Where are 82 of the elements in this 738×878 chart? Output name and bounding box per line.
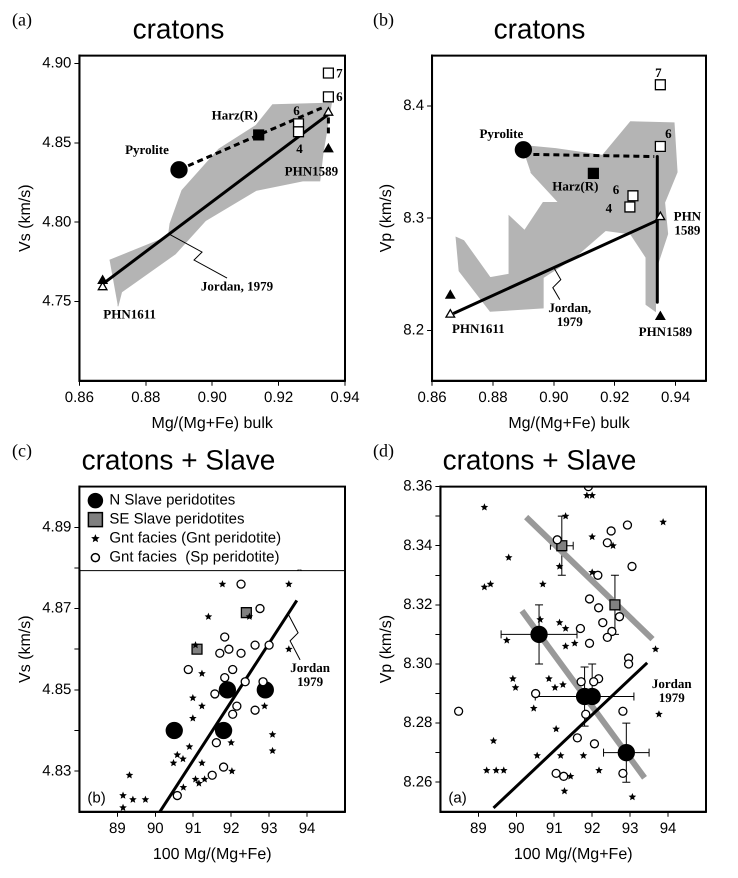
annotation: 6 (336, 89, 344, 104)
x-tick-label: 89 (470, 820, 487, 837)
y-axis-title: Vp (km/s) (378, 184, 396, 252)
x-tick-label: 91 (546, 820, 563, 837)
legend-label: Gnt facies (Sp peridotite) (109, 548, 280, 566)
y-axis-title: Vp (km/s) (378, 614, 396, 684)
annotation: Pyrolite (479, 126, 524, 142)
y-tick-label: 4.85 (42, 134, 72, 151)
chart-title: cratons + Slave (82, 444, 276, 476)
y-tick-label: 4.87 (42, 600, 72, 617)
x-tick-label: 0.90 (198, 388, 227, 406)
x-tick-label: 93 (622, 820, 638, 837)
annotation: (a) (448, 789, 467, 806)
annotation: PHN1611 (103, 306, 156, 322)
y-tick-label: 8.26 (403, 773, 432, 790)
x-tick-label: 0.90 (539, 388, 568, 406)
y-tick-label: 4.89 (42, 518, 72, 536)
x-axis-title: Mg/(Mg+Fe) bulk (152, 414, 274, 432)
x-axis-title: 100 Mg/(Mg+Fe) (514, 846, 633, 863)
annotation: Harz(R) (212, 107, 258, 122)
annotation: Jordan, 1979 (548, 300, 592, 330)
x-tick-label: 94 (660, 820, 676, 837)
chart-title: cratons (494, 14, 586, 45)
annotation: Harz(R) (552, 178, 598, 194)
y-tick-label: 8.30 (403, 655, 432, 672)
annotation: Pyrolite (125, 142, 170, 158)
x-tick-label: 0.86 (417, 388, 447, 406)
annotation: 6 (665, 126, 672, 141)
text: (a) (12, 10, 32, 30)
y-tick-label: 8.34 (403, 536, 432, 554)
annotation: 4 (296, 141, 304, 156)
annotation: 4 (606, 200, 613, 216)
text: (b) (373, 10, 394, 30)
y-tick-label: 8.3 (403, 209, 424, 226)
y-tick-label: 8.28 (403, 714, 432, 732)
y-tick-label: 4.80 (42, 213, 72, 230)
chart-title: cratons (132, 14, 224, 45)
annotation: PHN 1589 (674, 208, 702, 238)
annotation: PHN1611 (452, 321, 505, 336)
y-axis-title: Vs (km/s) (17, 184, 34, 252)
y-tick-label: 4.90 (42, 54, 72, 72)
annotation: PHN1589 (638, 324, 693, 340)
annotation: Jordan 1979 (652, 676, 692, 706)
x-tick-label: 94 (298, 820, 316, 837)
y-tick-label: 8.32 (403, 596, 432, 613)
y-tick-label: 4.75 (42, 292, 72, 310)
x-tick-label: 90 (146, 820, 164, 837)
annotation: Jordan, 1979 (200, 278, 274, 294)
text: (d) (373, 440, 394, 461)
x-axis-title: 100 Mg/(Mg+Fe) (152, 846, 272, 863)
x-tick-label: 90 (508, 820, 525, 837)
y-axis-title: Vs (km/s) (17, 615, 34, 683)
y-tick-label: 4.85 (42, 680, 72, 698)
x-tick-label: 0.94 (660, 388, 690, 406)
x-tick-label: 0.88 (131, 388, 160, 406)
y-tick-label: 8.2 (403, 321, 424, 338)
text: (c) (12, 440, 32, 461)
annotation: 7 (655, 65, 662, 80)
y-tick-label: 8.4 (403, 97, 424, 114)
x-tick-label: 0.92 (264, 388, 294, 406)
x-axis-title: Mg/(Mg+Fe) bulk (508, 414, 631, 432)
y-tick-label: 4.83 (42, 762, 72, 780)
x-tick-label: 0.86 (64, 388, 94, 406)
annotation: 6 (293, 103, 300, 118)
legend-label: SE Slave peridotites (109, 510, 244, 528)
x-tick-label: 92 (222, 820, 240, 837)
chart-title: cratons + Slave (442, 444, 636, 476)
annotation: Jordan 1979 (290, 660, 331, 690)
annotation: 6 (612, 182, 620, 198)
x-tick-label: 89 (108, 820, 126, 837)
x-tick-label: 91 (184, 820, 202, 837)
annotation: (b) (87, 789, 106, 806)
annotation: PHN1589 (284, 164, 339, 179)
annotation: 7 (336, 65, 344, 80)
x-tick-label: 93 (260, 820, 278, 837)
legend-label: Gnt facies (Gnt peridotite) (109, 530, 282, 547)
x-tick-label: 92 (584, 820, 601, 837)
legend-label: N Slave peridotites (109, 492, 236, 509)
x-tick-label: 0.94 (330, 388, 360, 406)
x-tick-label: 0.92 (600, 388, 630, 406)
y-tick-label: 8.36 (403, 478, 432, 495)
x-tick-label: 0.88 (478, 388, 508, 406)
